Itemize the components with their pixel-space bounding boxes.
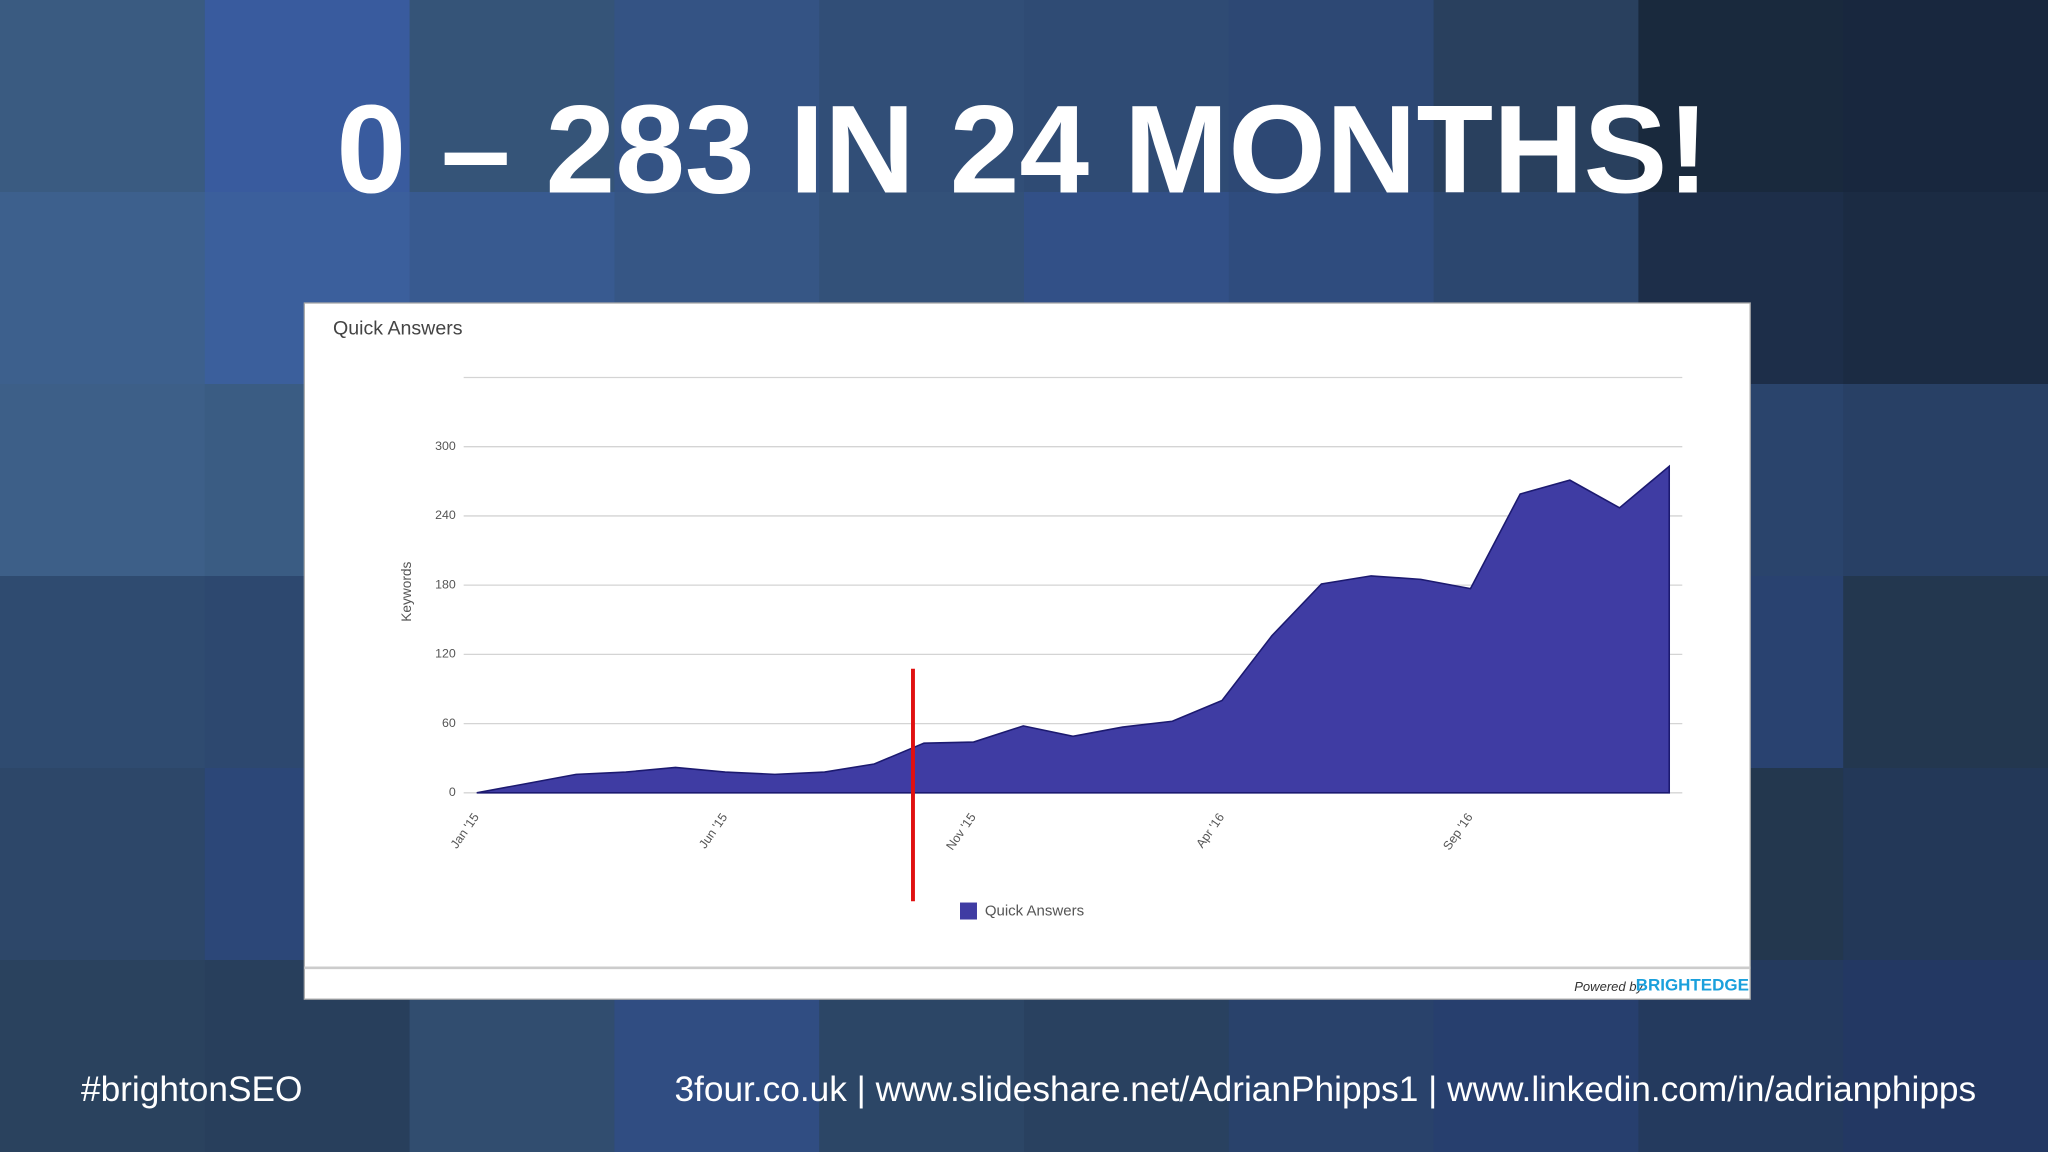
y-tick-label: 0 [449, 785, 456, 799]
background-tile [0, 0, 207, 194]
background-tile [1843, 0, 2048, 194]
background-tile [409, 0, 616, 194]
slide-title: 0 – 283 IN 24 MONTHS! [336, 78, 1709, 219]
background-tile [1433, 0, 1640, 194]
area [476, 464, 1671, 794]
background-tile [204, 0, 411, 194]
y-tick-label: 60 [442, 716, 456, 730]
background-tile [819, 0, 1026, 194]
y-axis-label: Keywords [399, 561, 414, 621]
background-tile [0, 576, 207, 770]
hashtag: #brightonSEO [81, 1070, 302, 1109]
background-tile [1843, 384, 2048, 578]
background-tile [1228, 0, 1435, 194]
y-tick-label: 120 [435, 647, 456, 661]
background-tile [1843, 768, 2048, 962]
footer-links: 3four.co.uk | www.slideshare.net/AdrianP… [674, 1070, 1976, 1109]
brand: BRIGHTEDGE [1636, 976, 1749, 995]
background-tile [1024, 0, 1231, 194]
background-tile [1843, 960, 2048, 1152]
background-tile [0, 768, 207, 962]
powered-by: Powered by [1574, 979, 1644, 994]
legend-label: Quick Answers [985, 903, 1084, 920]
background-tile [0, 384, 207, 578]
y-tick-label: 240 [435, 508, 456, 522]
background-tile [614, 0, 821, 194]
chart-title: Quick Answers [333, 317, 463, 339]
background-tile [1843, 192, 2048, 386]
y-tick-label: 180 [435, 577, 456, 591]
background-tile [0, 192, 207, 386]
background-tile [1638, 0, 1845, 194]
background-tile [1843, 576, 2048, 770]
y-tick-label: 300 [435, 439, 456, 453]
background-tile [0, 960, 207, 1152]
legend-swatch [960, 902, 977, 920]
